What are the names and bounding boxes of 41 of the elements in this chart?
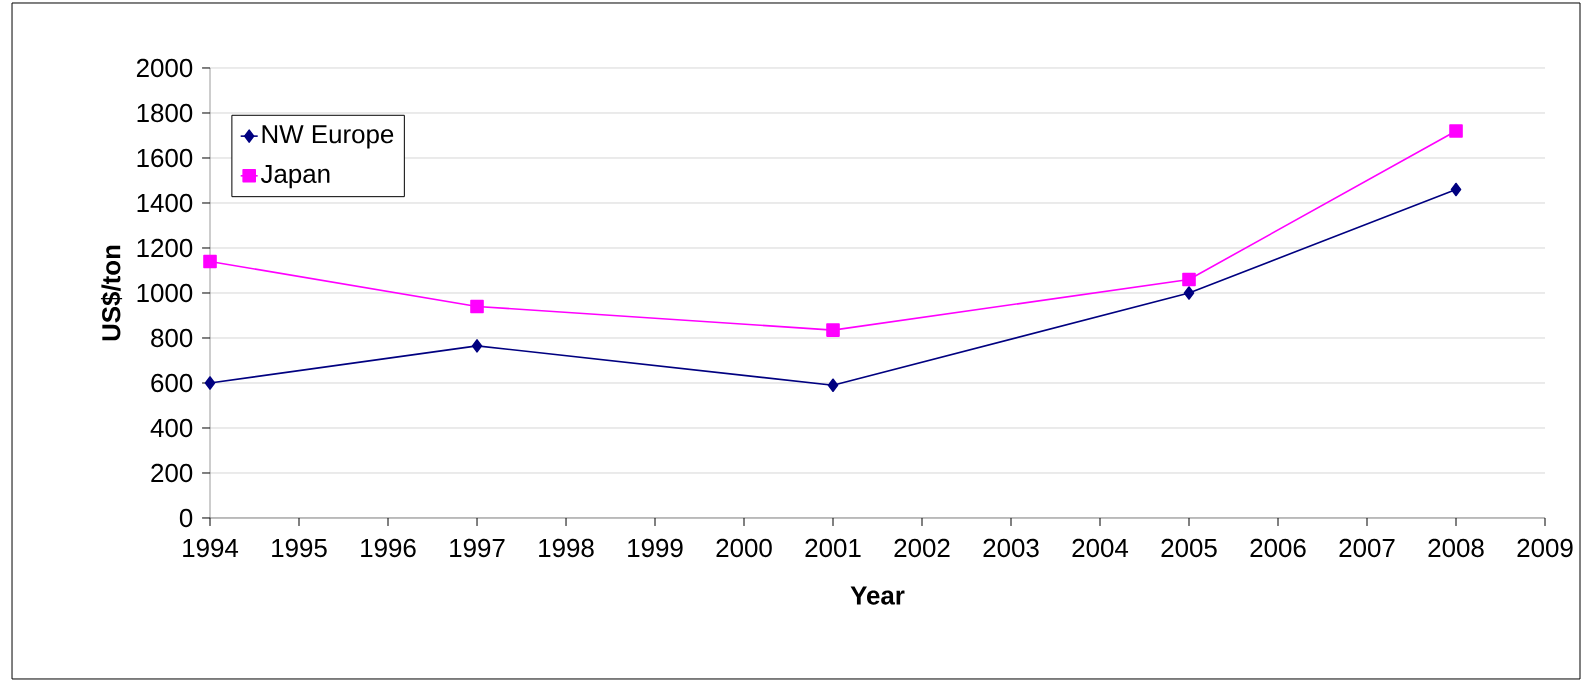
point xyxy=(203,254,217,269)
x-tick-label: 1999 xyxy=(628,538,683,558)
y-tick-label: 1400 xyxy=(137,193,193,213)
y-tick-label: 800 xyxy=(151,328,193,348)
y-tick-label: 1800 xyxy=(137,103,193,123)
x-tick-label: 1995 xyxy=(272,538,327,558)
point xyxy=(1449,124,1463,138)
point xyxy=(1183,286,1195,300)
y-tick-label: 200 xyxy=(151,463,193,483)
point xyxy=(826,323,840,337)
y-tick-label: 600 xyxy=(151,373,193,393)
x-tick-label: 2009 xyxy=(1517,538,1573,558)
x-tick-label: 1996 xyxy=(361,538,416,558)
x-tick-label: 2007 xyxy=(1339,538,1395,558)
x-tick-label: 2005 xyxy=(1161,538,1217,558)
x-tick-label: 2002 xyxy=(894,538,950,558)
y-tick-label: 1600 xyxy=(137,148,193,168)
x-axis-title: Year xyxy=(850,586,905,605)
x-tick-label: 2008 xyxy=(1428,538,1484,558)
point xyxy=(471,339,483,353)
point xyxy=(827,378,839,393)
point xyxy=(1450,182,1462,197)
point xyxy=(470,299,484,314)
point xyxy=(1182,272,1196,287)
legend-label: Japan xyxy=(260,164,330,189)
y-axis-title: US$/ton xyxy=(100,245,123,341)
x-tick-label: 2001 xyxy=(805,538,861,558)
y-tick-label: 0 xyxy=(179,508,193,528)
y-tick-label: 400 xyxy=(150,418,193,438)
x-tick-label: 2004 xyxy=(1072,538,1129,558)
x-tick-label: 1994 xyxy=(183,538,239,558)
x-tick-label: 2003 xyxy=(983,538,1039,558)
y-tick-label: 1200 xyxy=(137,238,193,258)
point xyxy=(204,376,216,390)
x-tick-label: 2006 xyxy=(1250,538,1306,558)
x-tick-label: 1998 xyxy=(539,538,594,558)
y-tick-label: 2000 xyxy=(136,58,193,78)
x-tick-label: 2000 xyxy=(716,538,772,558)
x-tick-label: 1997 xyxy=(450,538,505,558)
legend-label: NW Europe xyxy=(262,125,394,149)
y-tick-label: 1000 xyxy=(137,283,193,303)
